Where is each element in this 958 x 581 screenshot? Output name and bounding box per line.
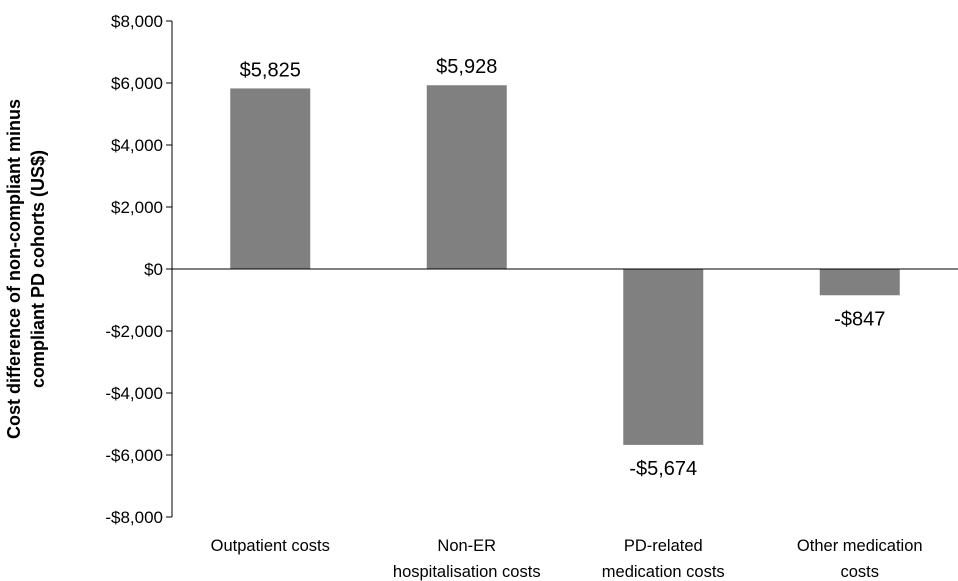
y-tick-label: -$4,000 xyxy=(105,384,163,403)
x-category-label: Other medication xyxy=(797,537,923,555)
y-tick-label: $6,000 xyxy=(111,74,163,93)
y-axis-title-line: Cost difference of non-compliant minus xyxy=(4,99,24,439)
bar-data-label: $5,928 xyxy=(436,56,497,78)
x-category-label: Outpatient costs xyxy=(211,537,330,555)
y-tick-label: $4,000 xyxy=(111,136,163,155)
bar xyxy=(230,88,311,269)
x-category-label: medication costs xyxy=(602,563,725,581)
y-tick-label: -$8,000 xyxy=(105,508,163,527)
bar xyxy=(623,269,704,445)
y-axis-title: Cost difference of non-compliant minus co… xyxy=(4,99,48,439)
y-tick-label: $8,000 xyxy=(111,12,163,31)
x-category-label: Non-ER xyxy=(437,537,496,555)
bar xyxy=(819,269,900,296)
data-labels: $5,825 $5,928 -$5,674 -$847 xyxy=(240,56,886,480)
y-axis-title-line: compliant PD cohorts (US$) xyxy=(28,150,48,388)
y-tick-label: -$2,000 xyxy=(105,322,163,341)
y-tick-label: $0 xyxy=(144,260,163,279)
y-tick-label: -$6,000 xyxy=(105,446,163,465)
x-category-label: PD-related xyxy=(624,537,703,555)
bars xyxy=(230,85,900,445)
y-tick-label: $2,000 xyxy=(111,198,163,217)
bar-data-label: -$5,674 xyxy=(629,458,697,480)
bar-data-label: -$847 xyxy=(834,308,885,330)
bar-data-label: $5,825 xyxy=(240,59,301,81)
y-axis-ticks: $8,000 $6,000 $4,000 $2,000 $0 -$2,000 -$4,000… xyxy=(105,12,172,527)
x-category-label: hospitalisation costs xyxy=(393,563,541,581)
x-category-label: costs xyxy=(840,563,879,581)
category-labels: Outpatient costs Non-ER hospitalisation co… xyxy=(211,537,923,581)
bar xyxy=(426,85,507,270)
